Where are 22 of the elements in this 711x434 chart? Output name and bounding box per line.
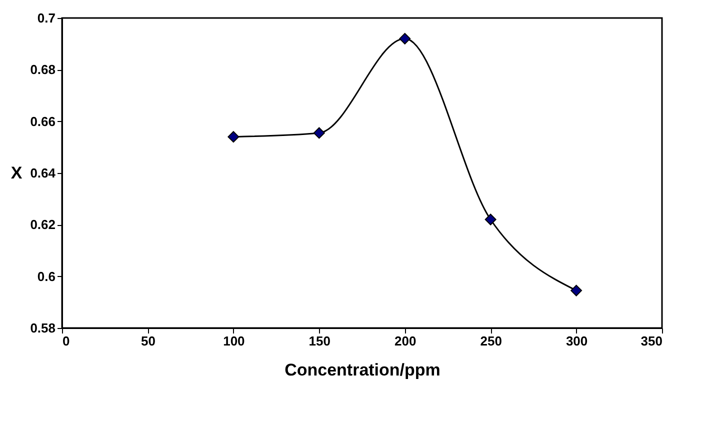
y-tick-label: 0.58 bbox=[30, 320, 56, 336]
y-tick-label: 0.64 bbox=[30, 166, 56, 180]
point bbox=[313, 127, 325, 139]
point bbox=[228, 131, 240, 143]
point bbox=[570, 284, 582, 296]
point bbox=[399, 32, 411, 44]
y-tick-label: 0.62 bbox=[30, 217, 56, 232]
x-tick-label: 50 bbox=[140, 334, 156, 348]
x-tick-label: 0 bbox=[62, 334, 70, 348]
x-tick-label: 300 bbox=[566, 334, 588, 348]
x-tick-label: 150 bbox=[308, 334, 330, 348]
y-axis-title: X bbox=[10, 164, 23, 182]
x-tick-label: 250 bbox=[480, 334, 502, 348]
y-tick-label: 0.7 bbox=[37, 10, 56, 26]
x-tick-label: 350 bbox=[640, 334, 662, 348]
y-tick-label: 0.68 bbox=[30, 62, 56, 78]
x-tick-label: 200 bbox=[394, 334, 416, 348]
y-tick-label: 0.66 bbox=[30, 114, 56, 129]
x-tick-label: 100 bbox=[223, 334, 245, 348]
y-tick-label: 0.6 bbox=[37, 268, 56, 284]
point bbox=[484, 214, 496, 226]
x-axis-title: Concentration/ppm bbox=[284, 360, 440, 380]
